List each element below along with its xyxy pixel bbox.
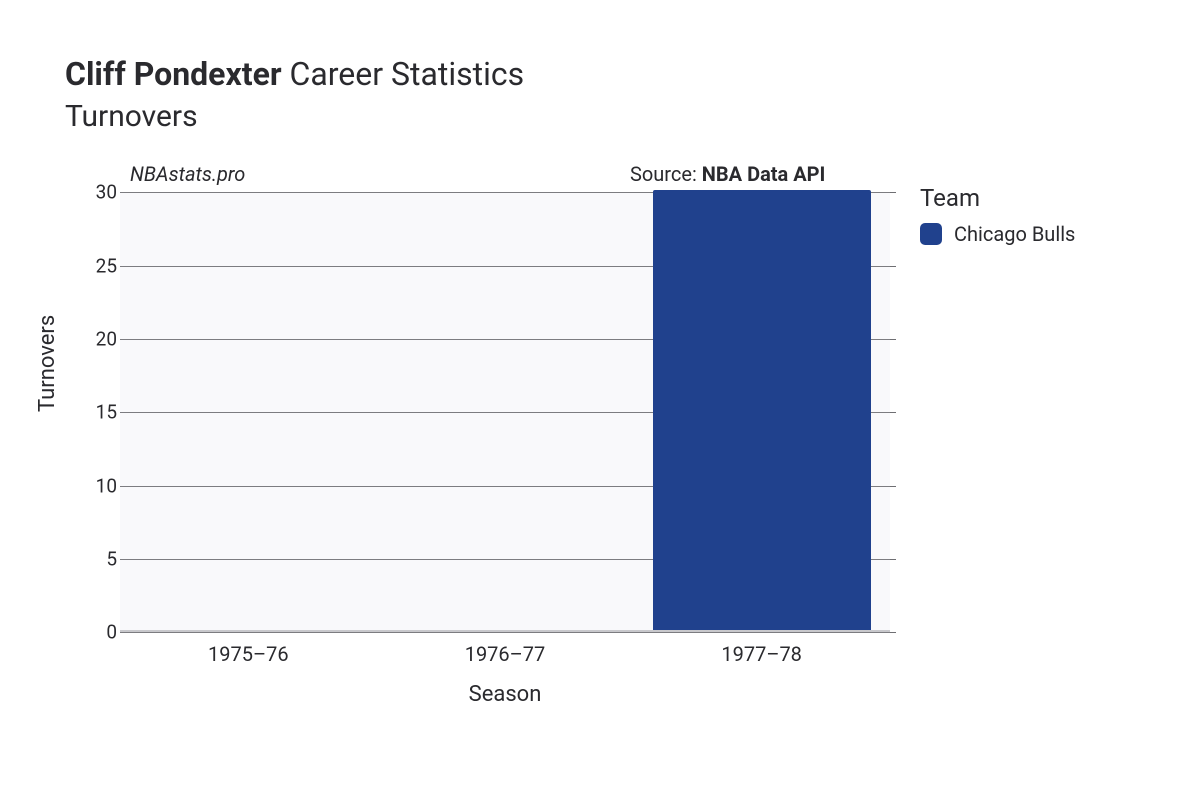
- y-tick-label: 5: [83, 548, 117, 571]
- title-suffix: Career Statistics: [290, 55, 525, 93]
- y-tick-mark: [890, 412, 896, 413]
- gridline: [120, 632, 890, 633]
- source-prefix: Source:: [630, 162, 702, 186]
- y-tick-label: 20: [83, 328, 117, 351]
- y-tick-mark: [890, 266, 896, 267]
- chart-container: Cliff Pondexter Career Statistics Turnov…: [0, 0, 1200, 800]
- x-tick-label: 1977–78: [682, 642, 842, 666]
- y-tick-label: 10: [83, 474, 117, 497]
- chart-subtitle: Turnovers: [65, 99, 1200, 134]
- legend-title: Team: [920, 184, 1075, 212]
- x-axis-label: Season: [120, 682, 890, 707]
- y-tick-label: 15: [83, 401, 117, 424]
- watermark-text: NBAstats.pro: [130, 162, 245, 186]
- y-tick-mark: [890, 559, 896, 560]
- y-tick-mark: [890, 192, 896, 193]
- y-axis-label: Turnovers: [35, 315, 60, 412]
- x-tick-label: 1975–76: [168, 642, 328, 666]
- source-name: NBA Data API: [702, 162, 826, 186]
- y-tick-label: 25: [83, 254, 117, 277]
- legend: Team Chicago Bulls: [920, 184, 1075, 246]
- y-tick-mark: [890, 339, 896, 340]
- chart-zone: NBAstats.pro Source: NBA Data API Turnov…: [65, 162, 1125, 722]
- player-name: Cliff Pondexter: [65, 55, 282, 93]
- source-attribution: Source: NBA Data API: [630, 162, 825, 186]
- bar: [653, 190, 871, 630]
- legend-swatch: [920, 223, 942, 245]
- y-tick-label: 0: [83, 621, 117, 644]
- plot-area: [120, 192, 890, 632]
- page-title: Cliff Pondexter Career Statistics: [65, 55, 1200, 93]
- y-tick-mark: [890, 632, 896, 633]
- y-tick-label: 30: [83, 181, 117, 204]
- y-tick-mark: [890, 486, 896, 487]
- legend-item: Chicago Bulls: [920, 222, 1075, 246]
- legend-label: Chicago Bulls: [954, 222, 1075, 246]
- x-tick-label: 1976–77: [425, 642, 585, 666]
